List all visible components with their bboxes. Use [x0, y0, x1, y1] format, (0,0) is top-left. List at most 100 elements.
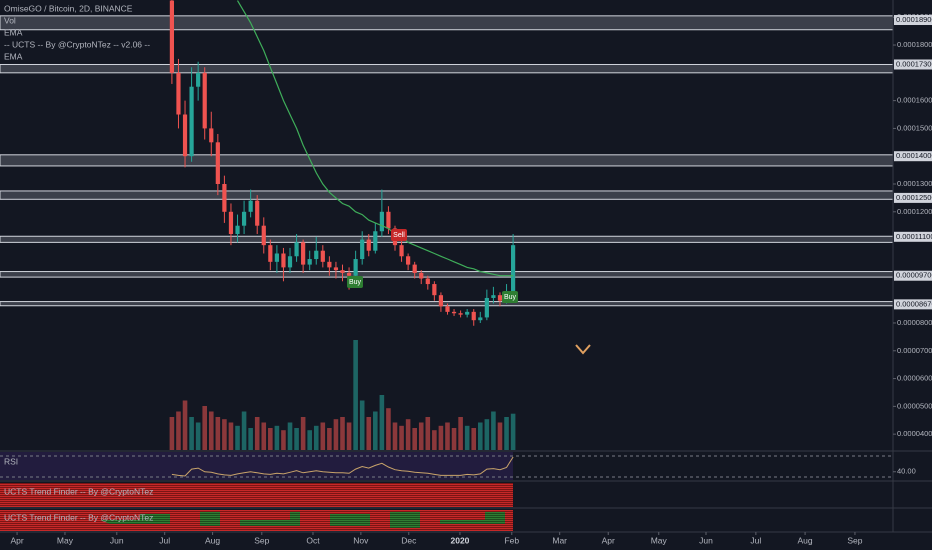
- candle-body: [314, 250, 319, 260]
- candle-body: [458, 313, 463, 315]
- x-tick-label: Oct: [306, 535, 320, 545]
- volume-bar: [373, 411, 378, 450]
- candle-body: [471, 311, 476, 321]
- candle-body: [451, 311, 457, 314]
- candle-body: [497, 295, 503, 301]
- candle-body: [196, 72, 201, 87]
- rsi-band: [0, 452, 513, 480]
- x-tick-label: Feb: [504, 535, 519, 545]
- volume-bar: [458, 417, 463, 450]
- volume-bar: [451, 428, 457, 450]
- volume-bar: [202, 406, 208, 450]
- price-layer: [169, 0, 516, 326]
- candle-body: [445, 306, 450, 312]
- zone-layer: [0, 15, 894, 307]
- volume-bar: [228, 422, 234, 450]
- volume-bar: [333, 419, 339, 450]
- candle-body: [360, 239, 365, 260]
- volume-bar: [176, 411, 181, 450]
- zone-price-label: 0.00009700: [896, 271, 932, 280]
- rsi-line: [171, 456, 514, 477]
- zone-price-box: [894, 192, 932, 203]
- volume-bar: [491, 411, 496, 450]
- volume-bar: [386, 408, 391, 450]
- volume-bar: [432, 430, 437, 450]
- candle-body: [491, 295, 496, 298]
- candle-body: [274, 253, 279, 262]
- volume-bar: [399, 425, 404, 450]
- volume-layer: [169, 340, 516, 450]
- candle-body: [346, 272, 352, 276]
- trend-panel-title: UCTS Trend Finder -- By @CryptoNTez: [4, 486, 153, 496]
- candle-body: [261, 225, 266, 246]
- candle-body: [478, 317, 483, 321]
- volume-bar: [235, 425, 240, 450]
- x-tick-label: Nov: [353, 535, 369, 545]
- rsi-title: RSI: [4, 456, 18, 466]
- candle-body: [340, 270, 345, 273]
- trend-panel-green: [100, 512, 505, 528]
- signal-box: [347, 276, 363, 288]
- volume-bar: [464, 425, 470, 450]
- x-tick-label: Mar: [552, 535, 567, 545]
- x-tick-label: May: [651, 535, 668, 545]
- x-tick-label: Jul: [159, 535, 170, 545]
- signal-label: Buy: [349, 279, 362, 286]
- candle-body: [248, 200, 253, 212]
- x-tick-label: Jun: [110, 535, 124, 545]
- candle-body: [406, 256, 411, 265]
- volume-bar: [340, 417, 345, 450]
- volume-bar: [484, 419, 490, 450]
- volume-bar: [477, 422, 483, 450]
- volume-bar: [241, 411, 247, 450]
- candle-body: [425, 278, 430, 285]
- legend-entry: EMA: [4, 27, 23, 37]
- candle-body: [353, 259, 358, 276]
- candle-body: [465, 311, 470, 315]
- candle-body: [432, 284, 437, 296]
- volume-bar: [320, 422, 326, 450]
- volume-bar: [287, 422, 293, 450]
- candle-body: [268, 245, 273, 262]
- candle-body: [215, 142, 220, 185]
- signal-box: [391, 229, 407, 241]
- candle-body: [333, 267, 339, 271]
- candle-body: [222, 184, 227, 212]
- candle-body: [281, 253, 286, 268]
- candle-body: [228, 211, 234, 235]
- legend-entry: -- UCTS -- By @CryptoNTez -- v2.06 --: [4, 39, 150, 49]
- volume-bar: [274, 425, 280, 450]
- volume-bar: [346, 422, 352, 450]
- candle-body: [386, 211, 391, 229]
- zone: [0, 271, 894, 278]
- volume-bar: [307, 430, 312, 450]
- trend-panel-bars: [0, 483, 513, 507]
- candle-body: [307, 259, 312, 265]
- volume-bar: [497, 422, 503, 450]
- volume-bar: [366, 417, 372, 450]
- chevron: [575, 344, 591, 355]
- volume-bar: [405, 419, 411, 450]
- volume-bar: [222, 419, 227, 450]
- volume-bar: [504, 417, 509, 450]
- volume-bar: [248, 428, 253, 450]
- zone-price-label: 0.00014000: [896, 151, 932, 160]
- candle-body: [294, 242, 299, 257]
- volume-bar: [510, 413, 516, 450]
- x-tick-label: Jun: [699, 535, 713, 545]
- volume-bar: [379, 395, 385, 450]
- volume-bar: [261, 422, 267, 450]
- candle-body: [209, 128, 214, 143]
- zone-price-label: 0.00017300: [896, 59, 932, 68]
- ema-line: [236, 0, 514, 277]
- x-tick-label: Dec: [401, 535, 417, 545]
- x-tick-label: Aug: [205, 535, 220, 545]
- candle-body: [438, 295, 444, 307]
- zone-price-box: [894, 299, 932, 310]
